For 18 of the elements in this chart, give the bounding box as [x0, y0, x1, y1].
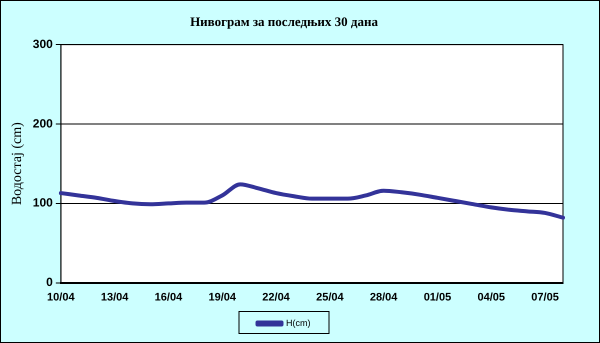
x-tick-label: 22/04 [262, 291, 291, 304]
x-tick-label: 04/05 [477, 291, 506, 304]
x-tick-label: 10/04 [47, 291, 76, 304]
y-axis-title: Водостај (cm) [10, 122, 26, 206]
x-tick-label: 19/04 [208, 291, 237, 304]
x-tick-label: 13/04 [100, 291, 130, 304]
x-tick-label: 25/04 [316, 291, 344, 304]
y-tick-label: 100 [32, 196, 54, 210]
x-tick-label: 07/05 [531, 291, 559, 304]
x-tick-label: 28/04 [370, 291, 398, 304]
x-tick-label: 16/04 [154, 291, 184, 304]
chart-title: Нивограм за последњих 30 дана [190, 14, 378, 30]
y-tick-label: 0 [46, 275, 54, 290]
y-tick-label: 200 [32, 116, 54, 130]
x-tick-label: 01/05 [424, 291, 452, 304]
legend-label: H(cm) [286, 318, 311, 328]
line-series [58, 182, 565, 220]
y-tick-label: 300 [32, 36, 54, 51]
